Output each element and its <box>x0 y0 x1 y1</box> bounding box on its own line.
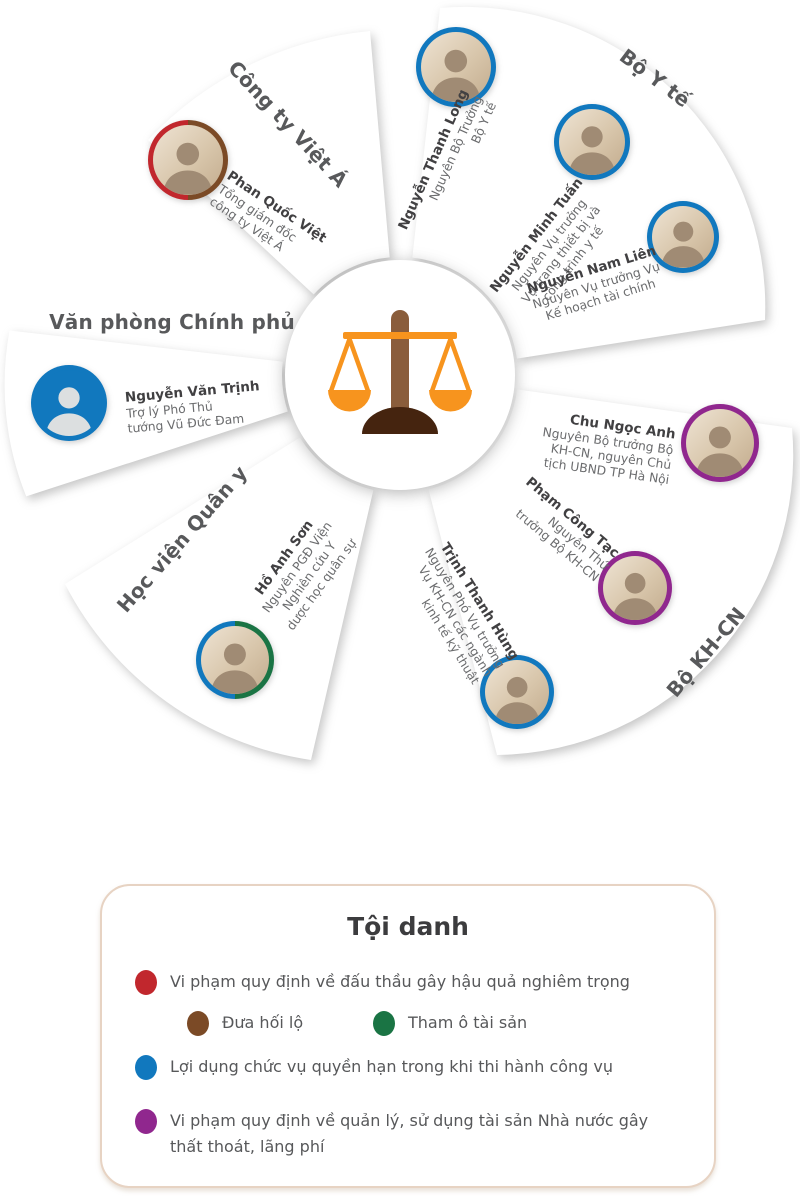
photo-nguyen-van-trinh <box>31 365 107 441</box>
photo-ho-anh-son <box>196 621 274 699</box>
legend-dot-embezzlement <box>373 1011 395 1036</box>
photo-chu-ngoc-anh <box>681 404 759 482</box>
person-silhouette-icon <box>485 660 549 724</box>
legend-label-abuse: Lợi dụng chức vụ quyền hạn trong khi thi… <box>170 1057 614 1076</box>
photo-nguyen-thanh-long <box>416 27 496 107</box>
person-text-nguyen-van-trinh: Nguyễn Văn Trịnh Trợ lý Phó Thủ tướng Vũ … <box>123 363 263 437</box>
legend-dot-abuse <box>135 1055 157 1080</box>
legend-row-bribery: Đưa hối lộ <box>187 1010 303 1036</box>
legend-label-state-assets: Vi phạm quy định về quản lý, sử dụng tài… <box>170 1111 649 1156</box>
legend-row-bidding: Vi phạm quy định về đấu thầu gây hậu quả… <box>135 969 630 995</box>
legend-label-embezzlement: Tham ô tài sản <box>408 1013 528 1032</box>
person-silhouette-icon <box>201 626 269 694</box>
legend-label-bribery: Đưa hối lộ <box>222 1013 304 1032</box>
photo-trinh-thanh-hung <box>480 655 554 729</box>
generic-person-icon <box>36 370 102 436</box>
scales-of-justice-icon <box>328 310 472 434</box>
sector-title-van-phong-chinh-phu: Văn phòng Chính phủ <box>49 310 295 334</box>
photo-phan-quoc-viet <box>148 120 228 200</box>
legend-row-abuse: Lợi dụng chức vụ quyền hạn trong khi thi… <box>135 1054 613 1080</box>
person-silhouette-icon <box>559 109 625 175</box>
person-silhouette-icon <box>652 206 714 268</box>
legend-dot-bidding <box>135 970 157 995</box>
legend-row-state-assets: Vi phạm quy định về quản lý, sử dụng tài… <box>135 1108 670 1160</box>
legend-title: Tội danh <box>347 912 469 941</box>
legend-row-embezzlement: Tham ô tài sản <box>373 1010 527 1036</box>
person-silhouette-icon <box>153 125 223 195</box>
person-silhouette-icon <box>686 409 754 477</box>
photo-pham-cong-tac <box>598 551 672 625</box>
legend-dot-bribery <box>187 1011 209 1036</box>
person-silhouette-icon <box>421 32 491 102</box>
legend-box: Tội danh Vi phạm quy định về đấu thầu gâ… <box>100 884 716 1188</box>
sector-card-cong-ty-viet-a <box>148 31 390 295</box>
person-silhouette-icon <box>603 556 667 620</box>
sector-card-hoc-vien-quan-y <box>65 437 374 760</box>
legend-label-bidding: Vi phạm quy định về đấu thầu gây hậu quả… <box>170 972 630 991</box>
photo-nguyen-minh-tuan <box>554 104 630 180</box>
photo-nguyen-nam-lien <box>647 201 719 273</box>
legend-dot-state-assets <box>135 1109 157 1134</box>
